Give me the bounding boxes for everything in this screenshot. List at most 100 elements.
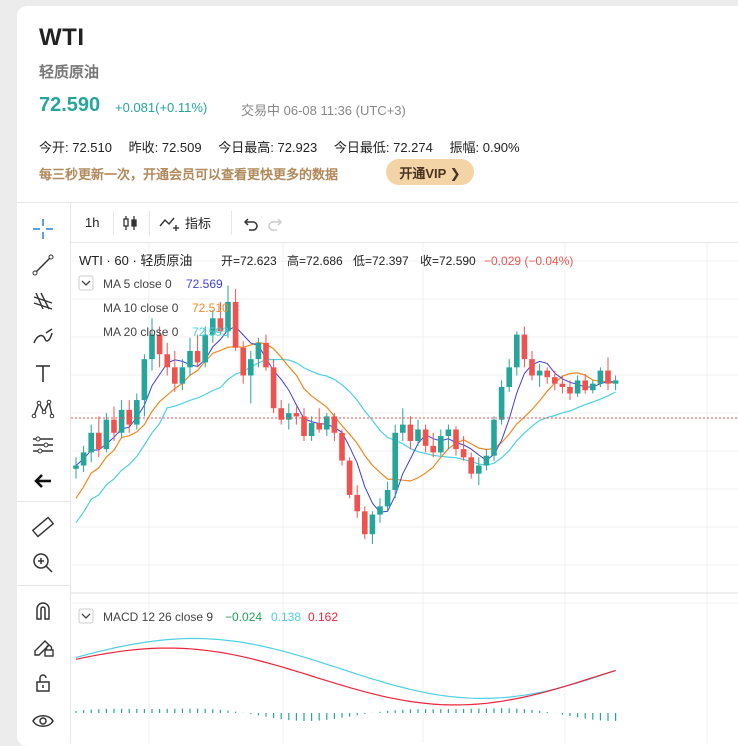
chart-area: 1h 指标 WTI · 60 · 轻质原油 开=72.623 高=72.686 低=7… xyxy=(17,202,738,743)
candle xyxy=(597,367,604,387)
text-icon[interactable] xyxy=(29,359,57,387)
candle xyxy=(324,413,330,437)
ma10-label: MA 10 close 0 xyxy=(103,301,179,315)
redo-icon[interactable] xyxy=(267,203,285,242)
indicators-icon xyxy=(159,217,179,231)
candle-body xyxy=(134,400,140,425)
candle xyxy=(217,301,224,335)
pattern-icon[interactable] xyxy=(29,395,57,423)
candle xyxy=(354,485,360,518)
last-price: 72.590 xyxy=(39,94,101,116)
candle-body xyxy=(491,419,497,456)
candle xyxy=(430,432,436,458)
candle-body xyxy=(559,383,566,387)
tool-divider xyxy=(17,501,70,502)
collapse-legend-button[interactable] xyxy=(78,275,94,291)
unlock-icon[interactable] xyxy=(29,669,57,697)
candle-body xyxy=(126,409,132,425)
candle xyxy=(293,406,300,425)
vip-button[interactable]: 开通VIP ❯ xyxy=(386,159,474,185)
candle xyxy=(111,406,117,441)
candle-type-icon[interactable] xyxy=(121,203,139,242)
candle-body xyxy=(339,432,345,461)
fib-icon[interactable] xyxy=(29,287,57,315)
undo-icon[interactable] xyxy=(241,203,259,242)
candle-body xyxy=(156,334,163,355)
magnet-icon[interactable] xyxy=(29,597,57,625)
macd-signal-line xyxy=(75,637,616,699)
candle-body xyxy=(582,380,588,391)
candle xyxy=(483,449,490,471)
candle xyxy=(103,413,110,453)
candle-body xyxy=(316,422,322,430)
candle xyxy=(156,326,163,368)
candle-body xyxy=(422,429,429,446)
candle-body xyxy=(430,445,436,453)
ma10-line xyxy=(75,341,616,499)
drawing-toolbar xyxy=(17,203,71,743)
zoom-in-icon[interactable] xyxy=(29,549,57,577)
ma20-value: 72.593 xyxy=(192,325,229,339)
lock-pencil-icon[interactable] xyxy=(29,633,57,661)
candle xyxy=(536,364,543,387)
ma5-label: MA 5 close 0 xyxy=(103,277,172,291)
legend-low: 低=72.397 xyxy=(353,254,409,268)
candle xyxy=(559,375,566,394)
macd-signal-value: 0.138 xyxy=(271,610,301,624)
ruler-icon[interactable] xyxy=(29,513,57,541)
candle-body xyxy=(445,429,452,437)
candle xyxy=(141,354,148,417)
candle xyxy=(362,506,368,540)
candle xyxy=(552,370,558,391)
candle-body xyxy=(346,460,353,495)
candle-body xyxy=(103,419,110,450)
legend-change: −0.029 (−0.04%) xyxy=(484,254,573,268)
candle xyxy=(384,481,391,512)
candle-body xyxy=(88,432,94,453)
candle-body xyxy=(225,301,231,332)
brush-icon[interactable] xyxy=(29,323,57,351)
interval-button[interactable]: 1h xyxy=(85,215,100,230)
stat-amplitude: 振幅: 0.90% xyxy=(449,140,520,155)
ma5-line xyxy=(75,326,616,513)
measure-lines-icon[interactable] xyxy=(29,431,57,459)
candle xyxy=(240,341,246,384)
candle-body xyxy=(574,380,581,394)
candle-body xyxy=(202,334,208,363)
toolbar-divider xyxy=(231,211,232,235)
candle-body xyxy=(286,413,292,420)
indicators-button[interactable]: 指标 xyxy=(159,203,211,242)
candle xyxy=(118,400,125,438)
candle-body xyxy=(392,432,398,491)
eye-icon[interactable] xyxy=(29,707,57,735)
price-change: +0.081(+0.11%) xyxy=(115,100,208,115)
price-chart[interactable]: WTI · 60 · 轻质原油 开=72.623 高=72.686 低=72.397 收… xyxy=(71,243,738,743)
candle-body xyxy=(324,416,330,430)
candle-body xyxy=(453,429,459,450)
trendline-icon[interactable] xyxy=(29,251,57,279)
candle xyxy=(460,436,467,461)
crosshair-icon[interactable] xyxy=(29,215,57,243)
symbol-title: WTI xyxy=(39,24,85,51)
indicators-label: 指标 xyxy=(185,216,212,231)
candle-body xyxy=(248,359,254,376)
candle-body xyxy=(612,380,619,384)
candle-body xyxy=(362,511,368,535)
candle xyxy=(506,359,512,392)
candle xyxy=(96,416,102,458)
back-arrow-icon[interactable] xyxy=(29,467,57,495)
candle-body xyxy=(536,370,543,376)
macd-line xyxy=(75,647,616,706)
collapse-macd-button[interactable] xyxy=(78,608,94,624)
stat-low: 今日最低: 72.274 xyxy=(333,140,433,155)
stat-high: 今日最高: 72.923 xyxy=(218,140,318,155)
macd-value: −0.024 xyxy=(225,610,262,624)
candle-body xyxy=(529,359,535,376)
legend-symbol: WTI · 60 · 轻质原油 xyxy=(79,253,192,268)
candle xyxy=(514,331,520,376)
candle xyxy=(476,457,482,486)
candle xyxy=(134,393,140,430)
candle-body xyxy=(270,367,277,409)
candle-body xyxy=(415,429,421,441)
candle xyxy=(529,350,535,381)
